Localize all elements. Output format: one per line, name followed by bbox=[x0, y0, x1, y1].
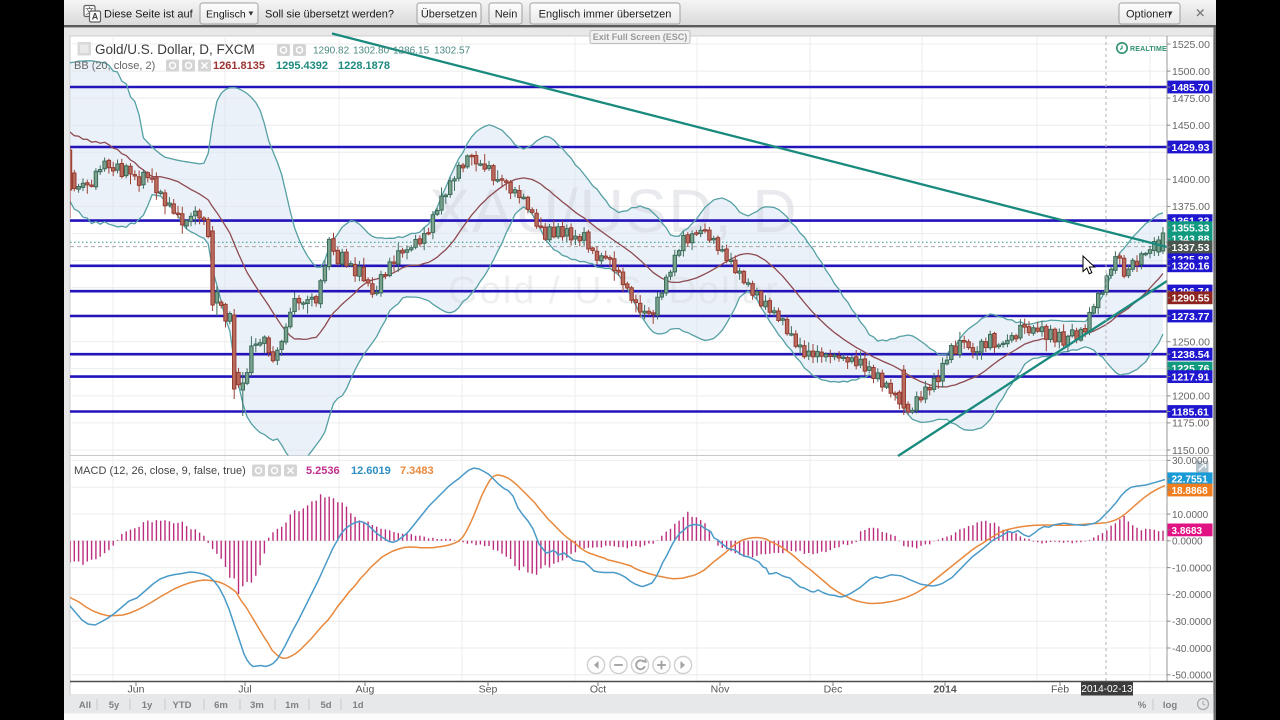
svg-text:Nov: Nov bbox=[711, 684, 730, 696]
svg-text:1238.54: 1238.54 bbox=[1172, 349, 1210, 361]
svg-text:-40.0000: -40.0000 bbox=[1172, 644, 1212, 655]
svg-text:1m: 1m bbox=[285, 700, 299, 711]
svg-text:Optionen: Optionen bbox=[1126, 8, 1171, 20]
svg-text:0.0000: 0.0000 bbox=[1172, 537, 1203, 548]
svg-text:Gold/U.S. Dollar, D, FXCM: Gold/U.S. Dollar, D, FXCM bbox=[95, 42, 255, 57]
svg-text:1295.4392: 1295.4392 bbox=[276, 60, 328, 72]
svg-text:-30.0000: -30.0000 bbox=[1172, 617, 1212, 628]
svg-text:Jun: Jun bbox=[128, 684, 145, 696]
svg-text:2014-02-13: 2014-02-13 bbox=[1081, 684, 1133, 695]
svg-text:1290.82: 1290.82 bbox=[313, 46, 350, 57]
svg-text:A: A bbox=[92, 12, 99, 22]
svg-text:REALTIME: REALTIME bbox=[1130, 46, 1167, 53]
svg-text:1217.91: 1217.91 bbox=[1172, 372, 1210, 384]
svg-text:Jul: Jul bbox=[238, 684, 251, 696]
svg-text:2014: 2014 bbox=[933, 684, 957, 696]
svg-text:-20.0000: -20.0000 bbox=[1172, 590, 1212, 601]
svg-text:Englisch immer übersetzen: Englisch immer übersetzen bbox=[539, 8, 672, 20]
svg-text:7.3483: 7.3483 bbox=[400, 465, 434, 477]
svg-text:1290.55: 1290.55 bbox=[1172, 293, 1210, 305]
svg-text:5y: 5y bbox=[109, 700, 120, 711]
svg-text:XAU/USD, D: XAU/USD, D bbox=[429, 177, 798, 245]
svg-text:Aug: Aug bbox=[356, 684, 375, 696]
svg-text:1175.00: 1175.00 bbox=[1172, 418, 1209, 430]
svg-text:Oct: Oct bbox=[590, 684, 606, 696]
svg-text:1273.77: 1273.77 bbox=[1172, 311, 1210, 323]
svg-text:18.8868: 18.8868 bbox=[1172, 486, 1209, 497]
svg-text:YTD: YTD bbox=[173, 700, 192, 711]
svg-text:1450.00: 1450.00 bbox=[1172, 120, 1210, 132]
svg-text:1485.70: 1485.70 bbox=[1172, 82, 1210, 94]
svg-text:1d: 1d bbox=[352, 700, 363, 711]
svg-text:Soll sie übersetzt werden?: Soll sie übersetzt werden? bbox=[265, 8, 394, 20]
svg-text:Exit Full Screen (ESC): Exit Full Screen (ESC) bbox=[593, 32, 688, 42]
svg-text:1375.00: 1375.00 bbox=[1172, 201, 1210, 213]
svg-text:Diese Seite ist auf: Diese Seite ist auf bbox=[104, 8, 194, 20]
svg-text:3.8683: 3.8683 bbox=[1172, 526, 1203, 537]
svg-text:5.2536: 5.2536 bbox=[306, 465, 340, 477]
svg-text:BB (20, close, 2): BB (20, close, 2) bbox=[74, 60, 155, 72]
svg-text:5d: 5d bbox=[320, 700, 331, 711]
svg-text:1286.15: 1286.15 bbox=[393, 46, 430, 57]
svg-text:1337.53: 1337.53 bbox=[1172, 242, 1210, 254]
svg-text:1525.00: 1525.00 bbox=[1172, 39, 1210, 51]
svg-text:log: log bbox=[1163, 700, 1177, 711]
svg-text:Nein: Nein bbox=[495, 8, 518, 20]
svg-text:1150.00: 1150.00 bbox=[1172, 445, 1209, 457]
svg-text:1320.16: 1320.16 bbox=[1172, 261, 1210, 273]
svg-text:12.6019: 12.6019 bbox=[351, 465, 391, 477]
svg-text:1400.00: 1400.00 bbox=[1172, 174, 1210, 186]
svg-text:MACD (12, 26, close, 9, false,: MACD (12, 26, close, 9, false, true) bbox=[74, 465, 246, 477]
svg-text:Dec: Dec bbox=[824, 684, 843, 696]
svg-text:1500.00: 1500.00 bbox=[1172, 66, 1210, 78]
svg-text:1250.00: 1250.00 bbox=[1172, 337, 1210, 349]
svg-text:30.0000: 30.0000 bbox=[1172, 456, 1209, 467]
svg-text:1261.8135: 1261.8135 bbox=[213, 60, 265, 72]
svg-text:1302.57: 1302.57 bbox=[434, 46, 471, 57]
svg-text:-10.0000: -10.0000 bbox=[1172, 563, 1212, 574]
svg-text:10.0000: 10.0000 bbox=[1172, 510, 1209, 521]
svg-text:1302.80: 1302.80 bbox=[353, 46, 390, 57]
svg-text:3m: 3m bbox=[250, 700, 264, 711]
svg-text:Englisch: Englisch bbox=[206, 8, 246, 20]
svg-text:1228.1878: 1228.1878 bbox=[338, 60, 390, 72]
svg-text:%: % bbox=[1138, 700, 1147, 711]
svg-text:All: All bbox=[79, 700, 91, 711]
svg-text:1429.93: 1429.93 bbox=[1172, 142, 1210, 154]
svg-text:-50.0000: -50.0000 bbox=[1172, 671, 1212, 682]
svg-text:1200.00: 1200.00 bbox=[1172, 391, 1210, 403]
svg-text:1475.00: 1475.00 bbox=[1172, 93, 1210, 105]
svg-text:Übersetzen: Übersetzen bbox=[421, 8, 477, 20]
svg-text:Feb: Feb bbox=[1051, 684, 1069, 696]
svg-text:1355.33: 1355.33 bbox=[1172, 223, 1210, 235]
svg-text:22.7551: 22.7551 bbox=[1172, 475, 1209, 486]
svg-text:Sep: Sep bbox=[479, 684, 498, 696]
svg-text:1185.61: 1185.61 bbox=[1172, 406, 1210, 418]
svg-text:1y: 1y bbox=[142, 700, 153, 711]
svg-text:6m: 6m bbox=[214, 700, 228, 711]
